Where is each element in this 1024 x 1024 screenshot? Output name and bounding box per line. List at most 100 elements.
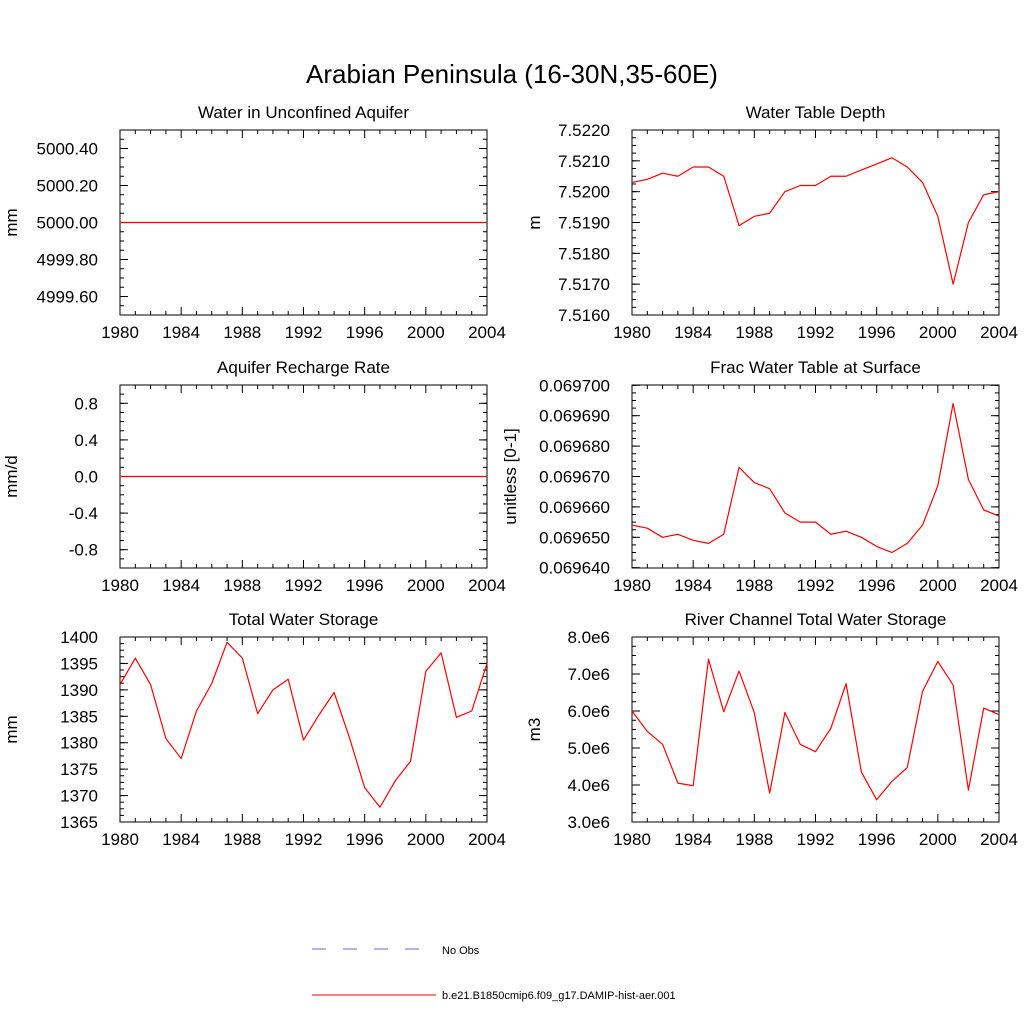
x-tick-label: 1992 <box>285 323 323 342</box>
panel-title: Water Table Depth <box>746 103 886 122</box>
panel-title: Water in Unconfined Aquifer <box>198 103 409 122</box>
panel-3: Aquifer Recharge Rate 1980 1984 1988 1992 199… <box>2 358 506 595</box>
y-tick-label: 7.5170 <box>558 275 610 294</box>
x-tick-label: 2004 <box>468 323 506 342</box>
y-axis-label: mm/d <box>2 455 21 498</box>
x-tick-label: 1996 <box>346 576 384 595</box>
x-tick-label: 1984 <box>674 830 712 849</box>
y-tick-label: 7.5180 <box>558 244 610 263</box>
panels-container: Water in Unconfined Aquifer 1980 1984 1988 1… <box>2 103 1018 849</box>
y-tick-label: -0.8 <box>69 541 98 560</box>
x-tick-label: 1984 <box>674 576 712 595</box>
y-tick-label: 0.8 <box>74 394 98 413</box>
y-tick-label: 4.0e6 <box>567 776 610 795</box>
x-tick-label: 2000 <box>407 830 445 849</box>
y-tick-label: 5000.00 <box>37 214 98 233</box>
x-tick-label: 2000 <box>407 576 445 595</box>
panel-1: Water in Unconfined Aquifer 1980 1984 1988 1… <box>2 103 506 342</box>
x-tick-label: 1980 <box>613 576 651 595</box>
x-tick-label: 1992 <box>797 323 835 342</box>
panel-title: Total Water Storage <box>229 610 379 629</box>
x-tick-label: 1988 <box>735 576 773 595</box>
x-tick-label: 1984 <box>162 323 200 342</box>
y-tick-label: 0.069700 <box>539 376 610 395</box>
x-tick-label: 1992 <box>797 576 835 595</box>
x-tick-label: 2004 <box>468 576 506 595</box>
y-axis-label: mm <box>2 208 21 236</box>
y-tick-label: 5.0e6 <box>567 739 610 758</box>
series-line <box>631 658 1000 801</box>
x-tick-label: 1992 <box>285 830 323 849</box>
y-tick-label: 1370 <box>60 787 98 806</box>
panel-title: River Channel Total Water Storage <box>685 610 947 629</box>
x-tick-label: 1988 <box>223 576 261 595</box>
y-tick-label: 0.069650 <box>539 528 610 547</box>
y-tick-label: 0.069660 <box>539 498 610 517</box>
x-tick-label: 1984 <box>162 576 200 595</box>
y-tick-label: 7.5220 <box>558 121 610 140</box>
y-tick-label: 0.069670 <box>539 468 610 487</box>
x-tick-label: 2000 <box>919 830 957 849</box>
x-tick-label: 1992 <box>797 830 835 849</box>
y-axis-label: unitless [0-1] <box>501 428 520 524</box>
x-tick-label: 1980 <box>101 323 139 342</box>
y-tick-label: 7.5190 <box>558 214 610 233</box>
series-line <box>631 157 1000 285</box>
x-tick-label: 1996 <box>858 576 896 595</box>
panel-6: River Channel Total Water Storage 1980 198… <box>525 610 1018 849</box>
x-tick-label: 1984 <box>674 323 712 342</box>
series-line <box>119 641 488 808</box>
x-tick-label: 2004 <box>980 323 1018 342</box>
x-tick-label: 1988 <box>223 830 261 849</box>
y-tick-label: 0.0 <box>74 468 98 487</box>
legend-label-model: b.e21.B1850cmip6.f09_g17.DAMIP-hist-aer.… <box>442 990 676 1002</box>
x-tick-label: 1996 <box>346 323 384 342</box>
y-tick-label: 7.5160 <box>558 306 610 325</box>
y-tick-label: 3.0e6 <box>567 813 610 832</box>
y-tick-label: 0.069640 <box>539 559 610 578</box>
x-tick-label: 1980 <box>101 576 139 595</box>
panel-title: Frac Water Table at Surface <box>710 358 921 377</box>
x-tick-label: 1980 <box>613 830 651 849</box>
legend-label-no-obs: No Obs <box>442 945 480 957</box>
y-tick-label: 0.4 <box>74 431 98 450</box>
x-tick-label: 1988 <box>223 323 261 342</box>
legend: No Obs b.e21.B1850cmip6.f09_g17.DAMIP-hi… <box>312 945 676 1002</box>
series-line <box>631 402 1000 554</box>
x-tick-label: 1992 <box>285 576 323 595</box>
panel-4: Frac Water Table at Surface 1980 1984 1988 1… <box>501 358 1018 595</box>
figure-title: Arabian Peninsula (16-30N,35-60E) <box>306 59 718 89</box>
x-tick-label: 1980 <box>613 323 651 342</box>
y-tick-label: 1385 <box>60 707 98 726</box>
x-tick-label: 1980 <box>101 830 139 849</box>
y-tick-label: 6.0e6 <box>567 702 610 721</box>
x-tick-label: 2004 <box>468 830 506 849</box>
y-tick-label: 1375 <box>60 760 98 779</box>
x-tick-label: 2000 <box>919 323 957 342</box>
y-tick-label: 1400 <box>60 628 98 647</box>
y-tick-label: 4999.80 <box>37 251 98 270</box>
x-tick-label: 2000 <box>919 576 957 595</box>
panel-title: Aquifer Recharge Rate <box>217 358 390 377</box>
y-tick-label: 4999.60 <box>37 288 98 307</box>
y-tick-label: 1380 <box>60 734 98 753</box>
y-tick-label: -0.4 <box>69 504 98 523</box>
y-axis-label: mm <box>2 715 21 743</box>
y-tick-label: 5000.20 <box>37 177 98 196</box>
y-axis-label: m <box>525 215 544 229</box>
x-tick-label: 2004 <box>980 830 1018 849</box>
y-tick-label: 1395 <box>60 654 98 673</box>
y-tick-label: 1365 <box>60 813 98 832</box>
panel-2: Water Table Depth 1980 1984 1988 1992 1996 200… <box>525 103 1018 342</box>
x-tick-label: 1988 <box>735 323 773 342</box>
y-tick-label: 7.5210 <box>558 152 610 171</box>
y-tick-label: 5000.40 <box>37 140 98 159</box>
x-tick-label: 1996 <box>346 830 384 849</box>
x-tick-label: 1988 <box>735 830 773 849</box>
y-axis-label: m3 <box>525 718 544 742</box>
y-tick-label: 7.0e6 <box>567 665 610 684</box>
x-tick-label: 1996 <box>858 830 896 849</box>
x-tick-label: 1984 <box>162 830 200 849</box>
